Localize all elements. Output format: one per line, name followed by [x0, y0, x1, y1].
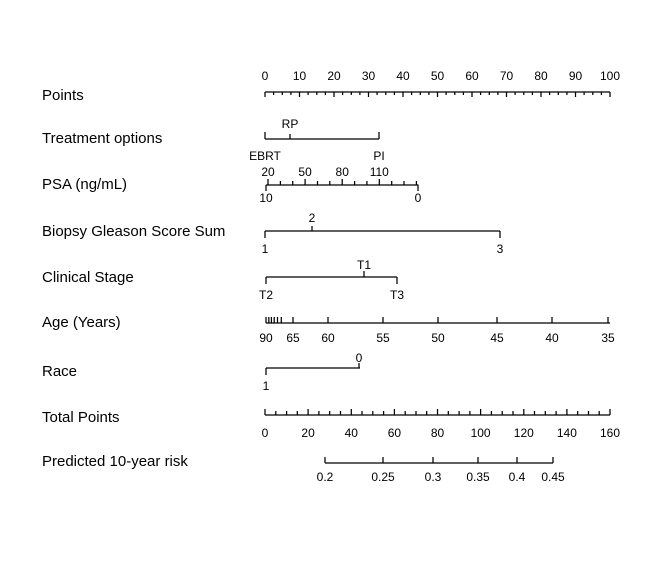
tick-label-points: 60: [465, 69, 479, 83]
row-points: Points 0 10 20 30 40 50 60 70 80 90 100: [42, 69, 620, 104]
tick-label-treatment_options: RP: [282, 117, 299, 131]
axis-title-predicted_risk: Predicted 10-year risk: [42, 453, 188, 470]
tick-label-total_points: 140: [557, 426, 577, 440]
tick-label-total_points: 100: [471, 426, 491, 440]
tick-label-points: 10: [293, 69, 307, 83]
axis-title-clinical_stage: Clinical Stage: [42, 269, 134, 286]
axis-title-psa: PSA (ng/mL): [42, 176, 127, 193]
axis-title-total_points: Total Points: [42, 409, 120, 426]
tick-label-age: 90: [259, 331, 273, 345]
tick-label-age: 45: [490, 331, 504, 345]
tick-label-psa: 80: [336, 165, 350, 179]
row-treatment_options: Treatment options EBRT PI RP: [42, 117, 385, 163]
row-age: Age (Years) 90 65 60 55 50 45 40 35: [42, 314, 615, 345]
tick-label-age: 55: [376, 331, 390, 345]
tick-label-race: 0: [356, 351, 363, 365]
tick-label-points: 90: [569, 69, 583, 83]
axis-title-race: Race: [42, 363, 77, 380]
tick-label-treatment_options: EBRT: [249, 149, 281, 163]
tick-label-psa: 10: [259, 191, 273, 205]
axis-title-treatment_options: Treatment options: [42, 130, 162, 147]
tick-label-total_points: 120: [514, 426, 534, 440]
row-total_points: Total Points 0 20 40 60 80 100 120 140 160: [42, 409, 620, 440]
row-psa: PSA (ng/mL) 20 50 80 110 10 0: [42, 165, 422, 205]
tick-label-points: 0: [262, 69, 269, 83]
tick-label-psa: 50: [298, 165, 312, 179]
tick-label-clinical_stage: T2: [259, 288, 273, 302]
tick-label-points: 100: [600, 69, 620, 83]
tick-label-total_points: 60: [388, 426, 402, 440]
axis-title-age: Age (Years): [42, 314, 121, 331]
axis-title-points: Points: [42, 87, 84, 104]
tick-label-predicted_risk: 0.35: [466, 470, 490, 484]
tick-label-race: 1: [263, 379, 270, 393]
tick-label-psa: 20: [261, 165, 275, 179]
tick-label-age: 60: [321, 331, 335, 345]
tick-label-predicted_risk: 0.3: [425, 470, 442, 484]
row-predicted_risk: Predicted 10-year risk 0.2 0.25 0.3 0.35 0.4 0…: [42, 453, 565, 484]
tick-label-total_points: 40: [345, 426, 359, 440]
tick-label-predicted_risk: 0.25: [371, 470, 395, 484]
tick-label-total_points: 160: [600, 426, 620, 440]
tick-label-predicted_risk: 0.45: [541, 470, 565, 484]
tick-label-points: 70: [500, 69, 514, 83]
tick-label-points: 30: [362, 69, 376, 83]
tick-label-points: 80: [534, 69, 548, 83]
tick-label-psa: 110: [370, 165, 389, 179]
tick-label-clinical_stage: T1: [357, 258, 371, 272]
row-race: Race 1 0: [42, 351, 363, 393]
tick-label-total_points: 0: [262, 426, 269, 440]
tick-label-total_points: 20: [301, 426, 315, 440]
tick-label-clinical_stage: T3: [390, 288, 404, 302]
tick-label-predicted_risk: 0.2: [317, 470, 334, 484]
tick-label-points: 40: [396, 69, 410, 83]
tick-label-age: 50: [431, 331, 445, 345]
tick-label-gleason: 2: [309, 211, 316, 225]
tick-label-treatment_options: PI: [373, 149, 384, 163]
tick-label-total_points: 80: [431, 426, 445, 440]
tick-label-psa: 0: [415, 191, 422, 205]
tick-label-gleason: 3: [497, 242, 504, 256]
tick-label-gleason: 1: [262, 242, 269, 256]
tick-label-age: 40: [545, 331, 559, 345]
row-gleason: Biopsy Gleason Score Sum 2 1 3: [42, 211, 504, 256]
tick-label-age: 65: [286, 331, 300, 345]
tick-label-age: 35: [601, 331, 615, 345]
tick-label-points: 50: [431, 69, 445, 83]
tick-label-predicted_risk: 0.4: [509, 470, 526, 484]
tick-label-points: 20: [327, 69, 341, 83]
axis-title-gleason: Biopsy Gleason Score Sum: [42, 223, 225, 240]
row-clinical_stage: Clinical Stage T1 T2 T3: [42, 258, 404, 302]
